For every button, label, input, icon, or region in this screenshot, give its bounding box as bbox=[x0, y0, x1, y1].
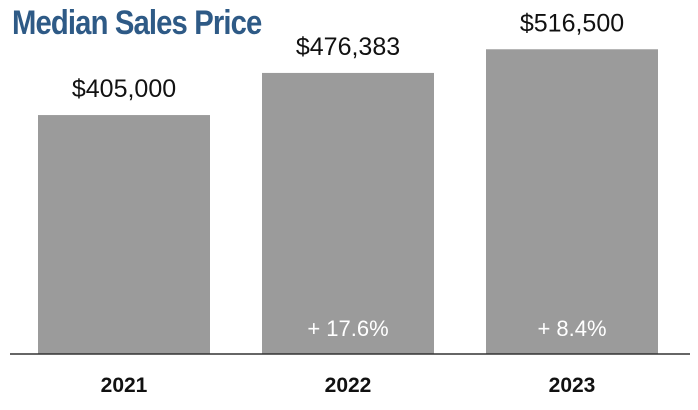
change-label-2022: + 17.6% bbox=[307, 316, 388, 341]
value-label-2021: $405,000 bbox=[72, 75, 176, 103]
x-tick-label-2023: 2023 bbox=[549, 374, 596, 397]
value-label-2022: $476,383 bbox=[296, 33, 400, 61]
bar-2022 bbox=[262, 72, 434, 355]
x-tick-label-2022: 2022 bbox=[325, 374, 372, 397]
x-tick-label-2021: 2021 bbox=[101, 374, 148, 397]
bar-2023 bbox=[486, 49, 658, 354]
bars-group bbox=[38, 49, 658, 355]
bar-2021 bbox=[38, 115, 210, 354]
value-label-2023: $516,500 bbox=[520, 9, 624, 37]
chart-title: Median Sales Price bbox=[12, 4, 262, 42]
change-label-2023: + 8.4% bbox=[537, 316, 606, 341]
labels-group: $405,000 2021 $476,383 + 17.6% 2022 $516,500 +… bbox=[72, 9, 624, 397]
